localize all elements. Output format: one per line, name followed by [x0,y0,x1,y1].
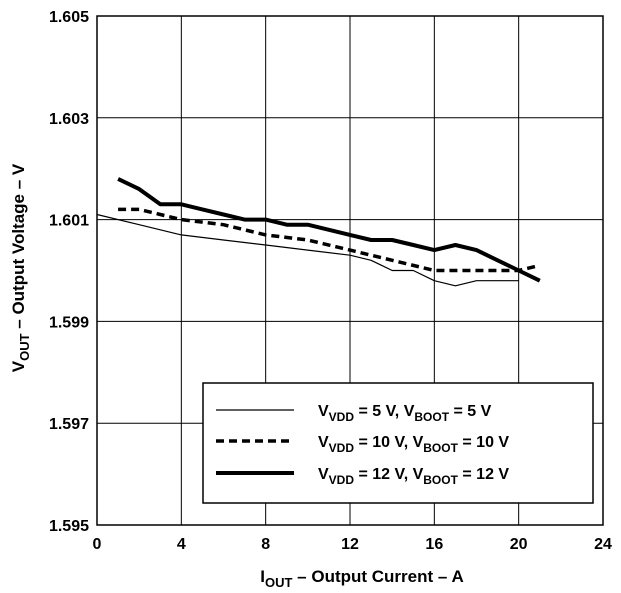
legend-label: VVDD = 5 V, VBOOT = 5 V [318,403,492,424]
y-tick-label: 1.601 [49,213,89,230]
y-tick-label: 1.603 [49,111,89,128]
x-tick-label: 4 [177,536,186,553]
x-tick-label: 20 [510,536,528,553]
x-tick-label: 16 [425,536,443,553]
x-tick-labels: 0 4 8 12 16 20 24 [93,536,612,553]
series-line-vdd-10v [118,207,541,273]
y-axis-label: VOUT – Output Voltage – V [9,163,32,372]
x-tick-label: 12 [341,536,359,553]
legend: VVDD = 5 V, VBOOT = 5 V VVDD = 10 V, VBOO… [202,382,594,504]
y-tick-label: 1.599 [49,314,89,331]
series-line-vdd-5v [96,213,519,287]
x-tick-label: 0 [93,536,102,553]
x-tick-label: 8 [261,536,270,553]
legend-label: VVDD = 12 V, VBOOT = 12 V [318,466,509,487]
series-group [96,177,541,287]
y-tick-labels: 1.595 1.597 1.599 1.601 1.603 1.605 [49,9,89,535]
x-tick-label: 24 [594,536,612,553]
series-line-vdd-12v [117,177,541,283]
y-tick-label: 1.597 [49,416,89,433]
legend-box [202,382,594,504]
legend-label: VVDD = 10 V, VBOOT = 10 V [318,434,509,455]
plot-frame [96,15,604,526]
y-tick-label: 1.595 [49,518,89,535]
y-tick-label: 1.605 [49,9,89,26]
x-axis-label: IOUT – Output Current – A [260,567,463,590]
